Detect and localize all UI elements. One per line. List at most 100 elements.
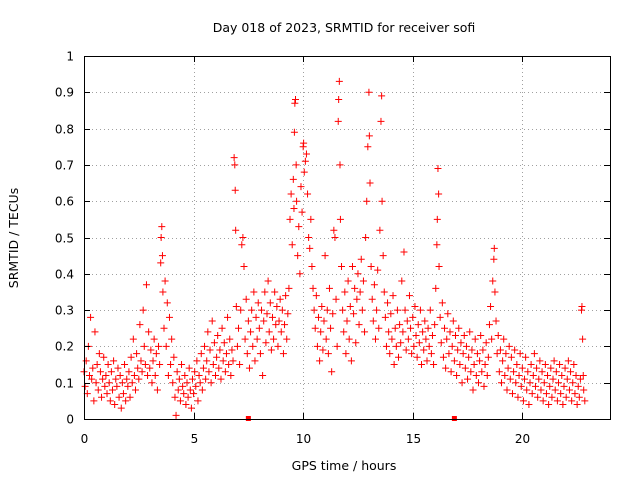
- data-point: [288, 241, 296, 249]
- x-tick-label: 0: [81, 432, 89, 446]
- data-point: [332, 295, 340, 303]
- data-point: [490, 255, 498, 263]
- y-tick-label: 0.3: [55, 304, 74, 318]
- data-point: [117, 404, 125, 412]
- data-point: [95, 350, 103, 358]
- data-point: [222, 350, 230, 358]
- data-point: [114, 364, 122, 372]
- data-point: [100, 353, 108, 361]
- data-point: [544, 371, 552, 379]
- data-point: [164, 371, 172, 379]
- data-point: [103, 390, 111, 398]
- data-point: [346, 302, 354, 310]
- data-point: [370, 281, 378, 289]
- data-point: [258, 306, 266, 314]
- data-point: [169, 379, 177, 387]
- data-point: [306, 244, 314, 252]
- data-point: [547, 364, 555, 372]
- data-point: [88, 375, 96, 383]
- data-point: [265, 328, 273, 336]
- data-point: [354, 270, 362, 278]
- data-point: [365, 132, 373, 140]
- data-point: [292, 161, 300, 169]
- data-point: [467, 368, 475, 376]
- data-point: [420, 346, 428, 354]
- data-point: [317, 328, 325, 336]
- data-point: [411, 302, 419, 310]
- data-point: [384, 299, 392, 307]
- data-point: [576, 375, 584, 383]
- gap-marker: [451, 416, 457, 421]
- data-point: [438, 299, 446, 307]
- data-point: [165, 313, 173, 321]
- data-point: [89, 364, 97, 372]
- data-point: [219, 357, 227, 365]
- data-point: [132, 386, 140, 394]
- data-point: [127, 353, 135, 361]
- data-point: [378, 92, 386, 100]
- data-point: [158, 223, 166, 231]
- data-point: [502, 350, 510, 358]
- data-point: [266, 299, 274, 307]
- data-point: [458, 379, 466, 387]
- data-point: [466, 328, 474, 336]
- data-point: [536, 357, 544, 365]
- data-point: [327, 324, 335, 332]
- data-point: [526, 379, 534, 387]
- data-point: [361, 328, 369, 336]
- y-tick-label: 0.9: [55, 86, 74, 100]
- data-point: [121, 361, 129, 369]
- data-point: [183, 379, 191, 387]
- data-point: [397, 339, 405, 347]
- data-point: [224, 313, 232, 321]
- data-point: [290, 128, 298, 136]
- data-point: [522, 353, 530, 361]
- data-point: [534, 393, 542, 401]
- data-point: [342, 350, 350, 358]
- data-point: [551, 386, 559, 394]
- data-point: [298, 208, 306, 216]
- data-point: [581, 397, 589, 405]
- data-point: [403, 317, 411, 325]
- data-point: [134, 364, 142, 372]
- data-point: [419, 328, 427, 336]
- data-point: [379, 252, 387, 260]
- data-point: [388, 335, 396, 343]
- data-point: [395, 353, 403, 361]
- data-point: [447, 368, 455, 376]
- data-point: [428, 332, 436, 340]
- data-point: [310, 306, 318, 314]
- data-point: [505, 342, 513, 350]
- data-point: [579, 335, 587, 343]
- data-point: [341, 288, 349, 296]
- y-tick-label: 0.8: [55, 123, 74, 137]
- data-point: [462, 342, 470, 350]
- data-point: [157, 234, 165, 241]
- data-points: [80, 77, 589, 419]
- y-tick-label: 1: [66, 50, 74, 64]
- data-point: [248, 306, 256, 314]
- data-point: [367, 263, 375, 271]
- data-point: [93, 361, 101, 369]
- data-point: [106, 397, 114, 405]
- data-point: [338, 263, 346, 271]
- data-point: [218, 324, 226, 332]
- data-point: [444, 310, 452, 318]
- data-point: [510, 368, 518, 376]
- data-point: [220, 339, 228, 347]
- data-point: [389, 292, 397, 300]
- data-point: [549, 375, 557, 383]
- data-point: [478, 368, 486, 376]
- data-point: [276, 295, 284, 303]
- data-point: [456, 361, 464, 369]
- data-point: [556, 361, 564, 369]
- data-point: [518, 364, 526, 372]
- data-point: [479, 346, 487, 354]
- data-point: [174, 386, 182, 394]
- data-point: [369, 317, 377, 325]
- data-point: [554, 379, 562, 387]
- y-tick-label: 0.2: [55, 340, 74, 354]
- data-point: [182, 400, 190, 408]
- y-tick-label: 0.7: [55, 159, 74, 173]
- data-point: [569, 379, 577, 387]
